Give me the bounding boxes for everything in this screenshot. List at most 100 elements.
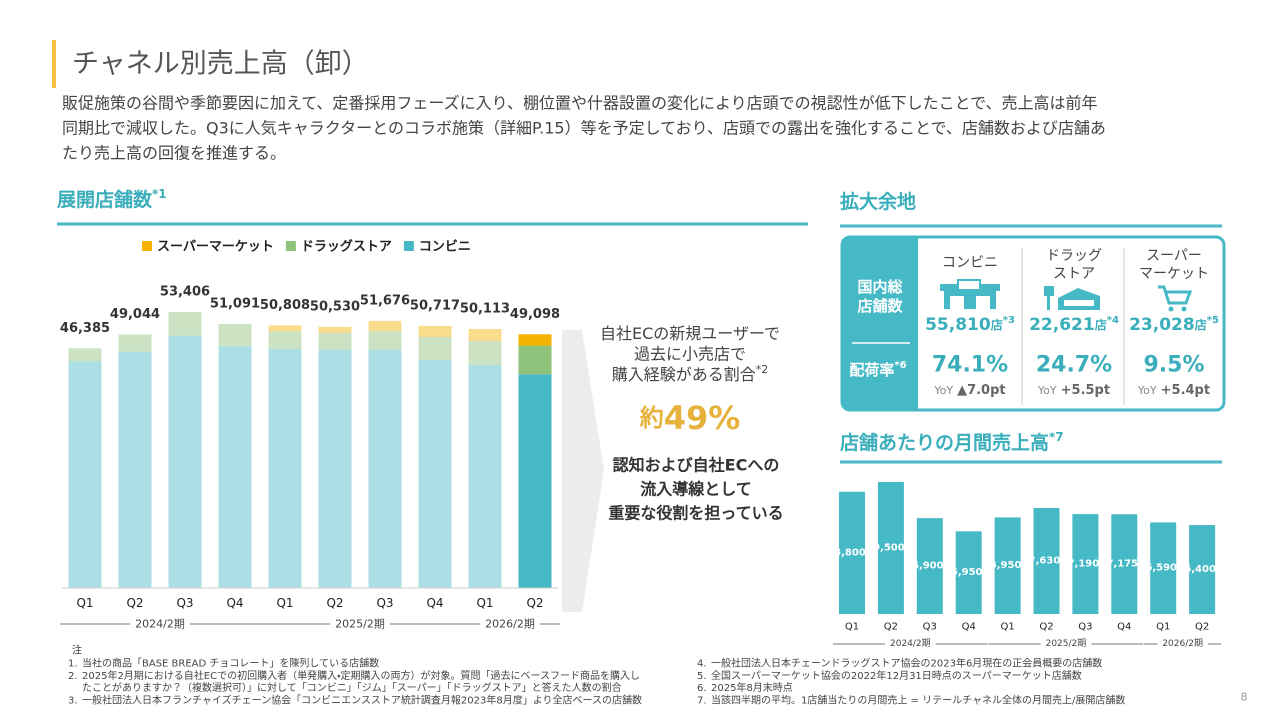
note-marker: 4. [697,659,707,670]
x-tick-label: Q2 [326,596,343,610]
store-unit: 店 [1095,317,1107,332]
callout-text: 過去に小売店で [634,344,746,363]
group-label: 2026/2期 [1162,638,1203,649]
note-marker: 1. [68,659,78,670]
bar [994,517,1021,614]
note-text: たことがありますか？（複数選択可）」に対して「コンビニ」「ジム」「スーパー」「ド… [82,681,622,694]
store-count: 55,810店*3 [925,315,1015,336]
rate: 74.1% [932,353,1008,378]
bar [1150,522,1177,614]
yoy-value: +5.5pt [1061,383,1110,398]
bar-segment [168,335,202,588]
x-tick-label: Q4 [1117,622,1131,633]
column-name: スーパー [1146,248,1202,264]
section-title: 展開店舗数*1 [57,187,167,211]
note-marker: 5. [697,671,707,682]
total-label: 50,717 [410,298,460,313]
yoy-label: YoY [933,384,953,397]
x-tick-label: Q2 [884,622,898,633]
yoy-value: +5.4pt [1161,383,1210,398]
rate: 9.5% [1143,353,1204,378]
x-tick-label: Q4 [962,622,976,633]
x-tick-label: Q3 [176,596,193,610]
bar-segment [318,326,352,333]
group-label: 2024/2期 [890,638,931,649]
bar [877,482,904,614]
section-title: 拡大余地 [840,190,916,213]
bar-segment [418,325,452,337]
bar-segment [418,359,452,588]
title-accent [52,40,56,88]
x-tick-label: Q3 [1078,622,1092,633]
bar-segment [368,330,402,351]
bar [1111,514,1138,614]
value-label: 7,175 [1106,559,1138,570]
bar-segment [368,350,402,588]
value-label: 5,950 [951,567,983,578]
callout-text: 自社ECの新規ユーザーで [600,324,780,343]
legend-swatch [285,241,296,251]
row-header: 店舗数 [857,297,903,315]
x-tick-label: Q1 [476,596,493,610]
icon-convenience [940,279,1000,309]
store-number: 23,028 [1129,315,1195,335]
note-marker: 7. [697,695,707,706]
callout-conclusion: 流入導線として [640,480,752,499]
x-tick-label: Q4 [226,596,243,610]
footnote-ref: *4 [1107,315,1119,326]
note-marker: 3. [68,695,78,706]
bar-segment [268,331,302,349]
store-number: 22,621 [1029,315,1095,335]
bar-segment [68,361,102,588]
icon-supermarket [1158,285,1193,312]
total-label: 51,676 [360,293,410,308]
bar [1189,525,1216,614]
legend-swatch [403,241,414,251]
x-tick-label: Q1 [276,596,293,610]
note-text: 2025年2月期における自社ECでの初回購入者（単発購入・定期購入の両方）が対象… [82,669,640,682]
bar-segment [418,336,452,360]
footnote-ref: *1 [152,187,167,201]
bar [839,491,865,614]
bar-segment [468,365,502,588]
note-text: 一般社団法人日本チェーンドラッグストア協会の2023年6月現在の正会員概要の店舗… [711,657,1102,670]
section-title-text: 展開店舗数 [57,188,153,211]
highlight-value: 49% [664,399,741,437]
store-count: 23,028店*5 [1129,315,1219,336]
bar-segment [168,312,202,336]
row-header: 国内総 [857,278,903,296]
slide-title: チャネル別売上高（卸） [72,49,369,80]
bar-segment [468,329,502,342]
yoy-value: ▲7.0pt [957,383,1006,398]
legend-swatch [142,241,152,251]
highlight-prefix: 約 [639,404,664,432]
x-tick-label: Q1 [1156,622,1170,633]
note-text: 当社の商品「BASE BREAD チョコレート」を陳列している店舗数 [82,657,379,670]
bar [916,518,943,614]
value-label: 8,800 [834,547,866,558]
note-marker: 6. [697,683,707,694]
footnote-ref: *6 [894,360,906,371]
bar-segment [318,332,352,351]
callout-conclusion: 重要な役割を担っている [608,504,783,523]
note-text: 一般社団法人日本フランチャイズチェーン協会「コンビニエンスストア統計調査月報20… [82,693,642,706]
bar [1072,514,1099,614]
rate: 24.7% [1036,353,1112,378]
callout-line: 購入経験がある割合 [612,365,756,384]
bar-segment [68,348,102,362]
value-label: 6,950 [990,560,1022,571]
value-label: 6,590 [1145,563,1177,574]
yoy-label: YoY [1137,384,1157,397]
total-label: 53,406 [160,285,210,300]
total-label: 50,113 [460,302,510,317]
x-tick-label: Q1 [1000,622,1014,633]
bar [955,531,982,614]
value-label: 7,630 [1029,555,1061,566]
total-label: 49,098 [510,307,560,322]
description: 同期比で減収した。Q3に人気キャラクターとのコラボ施策（詳細P.15）等を予定し… [62,119,1106,138]
row-header-text: 配荷率 [849,361,894,379]
value-label: 6,900 [912,561,944,572]
x-tick-label: Q4 [426,596,443,610]
page-number: 8 [1241,691,1248,704]
